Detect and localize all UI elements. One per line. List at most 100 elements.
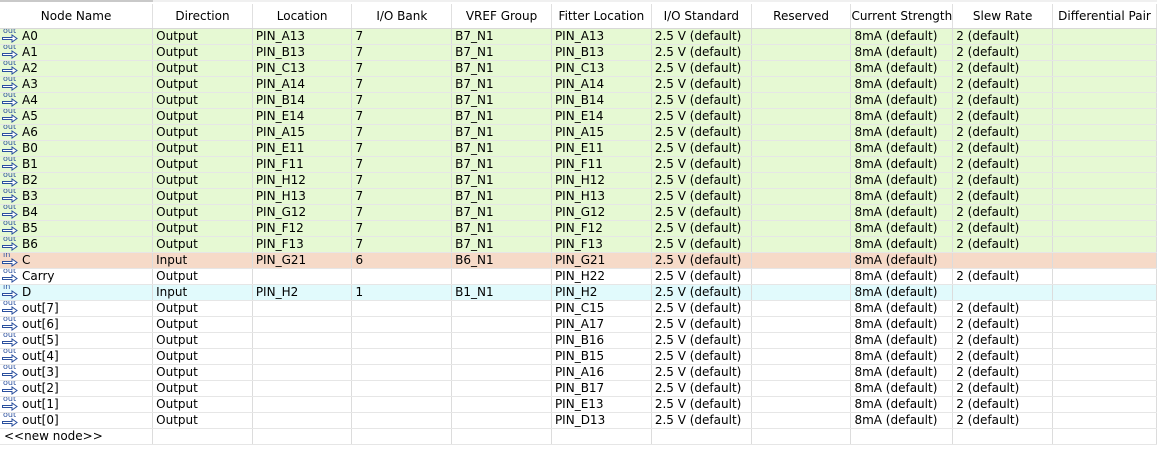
- io-bank-cell[interactable]: 7: [351, 124, 453, 141]
- table-row[interactable]: out B0 Output PIN_E11 7 B7_N1 PIN_E11 2.5 V (de…: [0, 140, 1157, 157]
- empty-cell[interactable]: [551, 428, 652, 445]
- vref-group-cell[interactable]: B7_N1: [451, 108, 552, 125]
- current-strength-cell[interactable]: 8mA (default): [850, 188, 954, 205]
- differential-pair-cell[interactable]: [1052, 348, 1157, 365]
- current-strength-cell[interactable]: 8mA (default): [850, 124, 954, 141]
- io-standard-cell[interactable]: 2.5 V (default): [651, 204, 752, 221]
- node-name-cell[interactable]: out out[6]: [0, 316, 154, 333]
- vref-group-cell[interactable]: B7_N1: [451, 220, 552, 237]
- differential-pair-cell[interactable]: [1052, 156, 1157, 173]
- slew-rate-cell[interactable]: 2 (default): [952, 380, 1053, 397]
- current-strength-cell[interactable]: 8mA (default): [850, 332, 954, 349]
- io-standard-cell[interactable]: 2.5 V (default): [651, 60, 752, 77]
- io-standard-cell[interactable]: 2.5 V (default): [651, 300, 752, 317]
- reserved-cell[interactable]: [751, 140, 852, 157]
- slew-rate-cell[interactable]: 2 (default): [952, 316, 1053, 333]
- location-cell[interactable]: [252, 364, 353, 381]
- slew-rate-cell[interactable]: 2 (default): [952, 140, 1053, 157]
- node-name-cell[interactable]: out B4: [0, 204, 154, 221]
- new-node-cell[interactable]: <<new node>>: [0, 428, 154, 445]
- pin-planner-table[interactable]: Node Name Direction Location I/O Bank VR…: [0, 4, 1157, 445]
- node-name-cell[interactable]: out out[0]: [0, 412, 154, 429]
- io-standard-cell[interactable]: 2.5 V (default): [651, 108, 752, 125]
- differential-pair-cell[interactable]: [1052, 396, 1157, 413]
- node-name-cell[interactable]: in D: [0, 284, 154, 301]
- differential-pair-cell[interactable]: [1052, 284, 1157, 301]
- current-strength-cell[interactable]: 8mA (default): [850, 380, 954, 397]
- direction-cell[interactable]: Input: [152, 252, 253, 269]
- current-strength-cell[interactable]: 8mA (default): [850, 252, 954, 269]
- io-standard-cell[interactable]: 2.5 V (default): [651, 156, 752, 173]
- direction-cell[interactable]: Output: [152, 60, 253, 77]
- io-bank-cell[interactable]: 6: [351, 252, 453, 269]
- io-bank-cell[interactable]: 7: [351, 60, 453, 77]
- direction-cell[interactable]: Output: [152, 364, 253, 381]
- vref-group-cell[interactable]: B7_N1: [451, 44, 552, 61]
- reserved-cell[interactable]: [751, 44, 852, 61]
- slew-rate-cell[interactable]: 2 (default): [952, 76, 1053, 93]
- io-bank-cell[interactable]: 1: [351, 284, 453, 301]
- table-row[interactable]: out A4 Output PIN_B14 7 B7_N1 PIN_B14 2.5 V (de…: [0, 92, 1157, 109]
- fitter-location-cell[interactable]: PIN_B15: [551, 348, 652, 365]
- io-bank-cell[interactable]: [351, 412, 453, 429]
- vref-group-cell[interactable]: B7_N1: [451, 140, 552, 157]
- io-standard-cell[interactable]: 2.5 V (default): [651, 28, 752, 45]
- current-strength-cell[interactable]: 8mA (default): [850, 172, 954, 189]
- differential-pair-cell[interactable]: [1052, 236, 1157, 253]
- col-header-node-name[interactable]: Node Name: [0, 4, 154, 29]
- col-header-differential-pair[interactable]: Differential Pair: [1052, 4, 1157, 29]
- current-strength-cell[interactable]: 8mA (default): [850, 156, 954, 173]
- fitter-location-cell[interactable]: PIN_E14: [551, 108, 652, 125]
- reserved-cell[interactable]: [751, 28, 852, 45]
- vref-group-cell[interactable]: B7_N1: [451, 204, 552, 221]
- differential-pair-cell[interactable]: [1052, 124, 1157, 141]
- slew-rate-cell[interactable]: 2 (default): [952, 60, 1053, 77]
- location-cell[interactable]: PIN_A13: [252, 28, 353, 45]
- direction-cell[interactable]: Output: [152, 124, 253, 141]
- table-row[interactable]: out B1 Output PIN_F11 7 B7_N1 PIN_F11 2.5 V (de…: [0, 156, 1157, 173]
- col-header-reserved[interactable]: Reserved: [751, 4, 852, 29]
- col-header-io-standard[interactable]: I/O Standard: [651, 4, 752, 29]
- fitter-location-cell[interactable]: PIN_E13: [551, 396, 652, 413]
- fitter-location-cell[interactable]: PIN_G12: [551, 204, 652, 221]
- io-standard-cell[interactable]: 2.5 V (default): [651, 92, 752, 109]
- col-header-fitter-location[interactable]: Fitter Location: [551, 4, 652, 29]
- reserved-cell[interactable]: [751, 204, 852, 221]
- direction-cell[interactable]: Input: [152, 284, 253, 301]
- direction-cell[interactable]: Output: [152, 140, 253, 157]
- io-standard-cell[interactable]: 2.5 V (default): [651, 44, 752, 61]
- col-header-slew-rate[interactable]: Slew Rate: [952, 4, 1053, 29]
- vref-group-cell[interactable]: B7_N1: [451, 236, 552, 253]
- io-bank-cell[interactable]: 7: [351, 236, 453, 253]
- io-bank-cell[interactable]: 7: [351, 220, 453, 237]
- vref-group-cell[interactable]: B1_N1: [451, 284, 552, 301]
- node-name-cell[interactable]: out out[1]: [0, 396, 154, 413]
- col-header-location[interactable]: Location: [252, 4, 353, 29]
- reserved-cell[interactable]: [751, 124, 852, 141]
- reserved-cell[interactable]: [751, 60, 852, 77]
- table-row[interactable]: out Carry Output PIN_H22 2.5 V (default) 8mA …: [0, 268, 1157, 285]
- io-bank-cell[interactable]: [351, 380, 453, 397]
- fitter-location-cell[interactable]: PIN_A15: [551, 124, 652, 141]
- io-standard-cell[interactable]: 2.5 V (default): [651, 348, 752, 365]
- fitter-location-cell[interactable]: PIN_F13: [551, 236, 652, 253]
- reserved-cell[interactable]: [751, 220, 852, 237]
- reserved-cell[interactable]: [751, 316, 852, 333]
- fitter-location-cell[interactable]: PIN_G21: [551, 252, 652, 269]
- vref-group-cell[interactable]: B6_N1: [451, 252, 552, 269]
- direction-cell[interactable]: Output: [152, 44, 253, 61]
- direction-cell[interactable]: Output: [152, 332, 253, 349]
- new-node-row[interactable]: <<new node>>: [0, 428, 1157, 445]
- node-name-cell[interactable]: out B3: [0, 188, 154, 205]
- reserved-cell[interactable]: [751, 172, 852, 189]
- fitter-location-cell[interactable]: PIN_F11: [551, 156, 652, 173]
- slew-rate-cell[interactable]: 2 (default): [952, 92, 1053, 109]
- reserved-cell[interactable]: [751, 300, 852, 317]
- empty-cell[interactable]: [152, 428, 253, 445]
- reserved-cell[interactable]: [751, 252, 852, 269]
- io-bank-cell[interactable]: 7: [351, 108, 453, 125]
- io-bank-cell[interactable]: 7: [351, 204, 453, 221]
- direction-cell[interactable]: Output: [152, 188, 253, 205]
- slew-rate-cell[interactable]: 2 (default): [952, 348, 1053, 365]
- current-strength-cell[interactable]: 8mA (default): [850, 364, 954, 381]
